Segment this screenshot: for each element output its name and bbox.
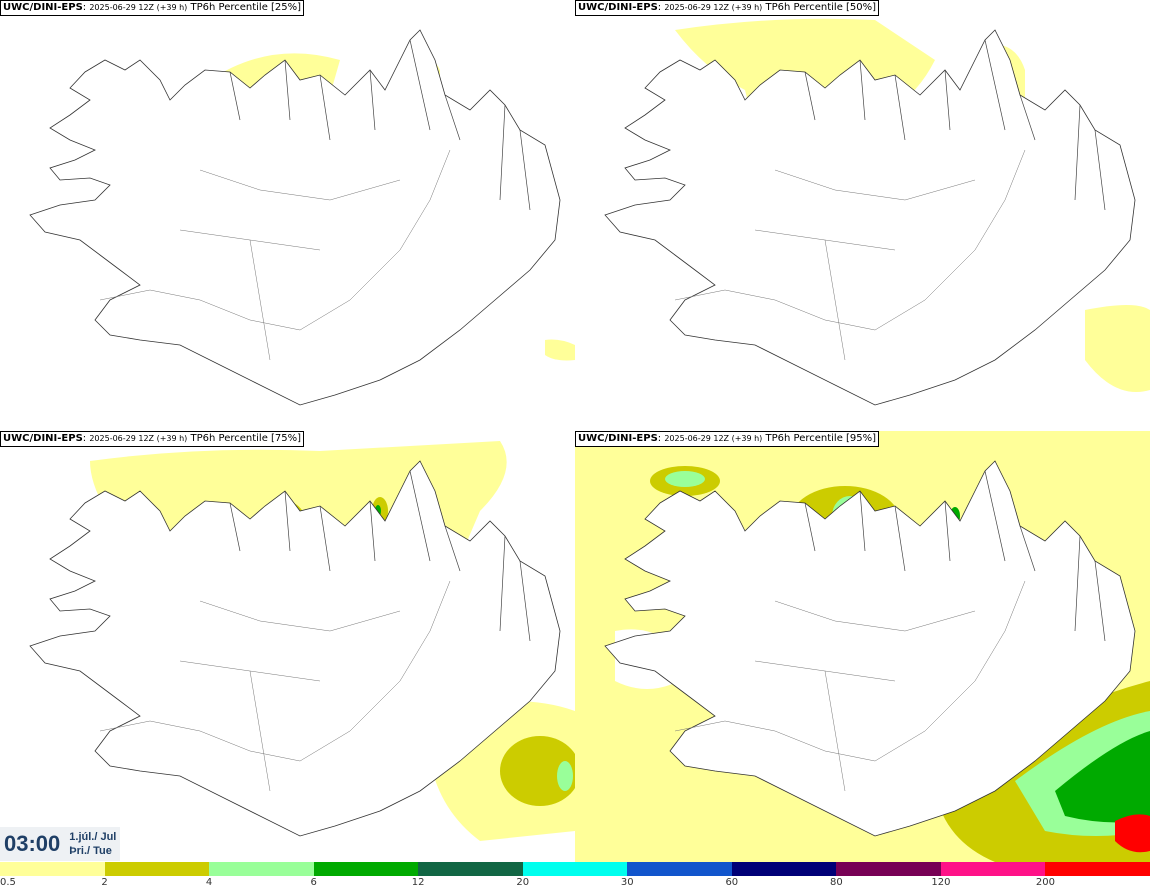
valid-date: 1.júl./ Jul Þri./ Tue [69,830,116,858]
precip-legend: 0.5 2 4 6 12 20 30 60 80 120 200 [0,862,1150,891]
legend-tick-label: 200 [1035,877,1055,888]
legend-tick-label: 0.5 [0,877,16,888]
product-name: TP6h Percentile [25%] [190,2,302,13]
legend-tick-label: 30 [620,877,634,888]
legend-swatch [731,862,837,876]
precip-map-75 [29,441,575,841]
model-name: UWC/DINI-EPS [3,2,83,13]
model-name: UWC/DINI-EPS [578,433,658,444]
legend-swatch [104,862,210,876]
legend-tick-label: 60 [725,877,739,888]
legend-tick-label: 4 [205,877,213,888]
valid-date-line: 1.júl./ Jul [69,831,117,843]
product-name: TP6h Percentile [50%] [765,2,877,13]
panel-title: UWC/DINI-EPS: 2025-06-29 12Z (+39 h) TP6… [0,431,305,447]
legend-tick-label: 80 [829,877,843,888]
legend-tick-label: 20 [516,877,530,888]
legend-tick-label: 6 [310,877,317,888]
legend-swatch [940,862,1046,876]
map-panel-95: UWC/DINI-EPS: 2025-06-29 12Z (+39 h) TP6… [575,431,1150,862]
valid-day-line: Þri./ Tue [69,845,112,857]
legend-swatch [313,862,419,876]
precip-map-95 [575,431,1150,862]
map-panel-75: UWC/DINI-EPS: 2025-06-29 12Z (+39 h) TP6… [0,431,575,862]
run-meta: 2025-06-29 12Z (+39 h) [664,3,763,12]
model-name: UWC/DINI-EPS [3,433,83,444]
panel-title: UWC/DINI-EPS: 2025-06-29 12Z (+39 h) TP6… [575,431,880,447]
legend-tick-label: 12 [411,877,425,888]
precip-map-25 [29,29,575,406]
valid-time-clock: 03:00 [4,831,61,856]
legend-swatch [522,862,628,876]
legend-swatch [209,862,314,876]
model-name: UWC/DINI-EPS [578,2,658,13]
legend-tick-label: 120 [931,877,951,888]
map-panel-50: UWC/DINI-EPS: 2025-06-29 12Z (+39 h) TP6… [575,0,1150,431]
legend-swatch [418,862,523,876]
map-panel-25: UWC/DINI-EPS: 2025-06-29 12Z (+39 h) TP6… [0,0,575,431]
valid-time-box: 03:00 1.júl./ Jul Þri./ Tue [0,827,120,861]
precip-map-50 [604,18,1150,406]
legend-swatch [1045,862,1150,876]
legend-swatch [836,862,941,876]
run-meta: 2025-06-29 12Z (+39 h) [89,434,188,443]
panel-title: UWC/DINI-EPS: 2025-06-29 12Z (+39 h) TP6… [0,0,305,16]
product-name: TP6h Percentile [95%] [765,433,877,444]
panel-title: UWC/DINI-EPS: 2025-06-29 12Z (+39 h) TP6… [575,0,880,16]
legend-bar [0,862,1150,876]
run-meta: 2025-06-29 12Z (+39 h) [664,434,763,443]
product-name: TP6h Percentile [75%] [190,433,302,444]
legend-swatch [0,862,105,876]
legend-tick-label: 2 [101,877,108,888]
legend-swatch [627,862,732,876]
run-meta: 2025-06-29 12Z (+39 h) [89,3,188,12]
